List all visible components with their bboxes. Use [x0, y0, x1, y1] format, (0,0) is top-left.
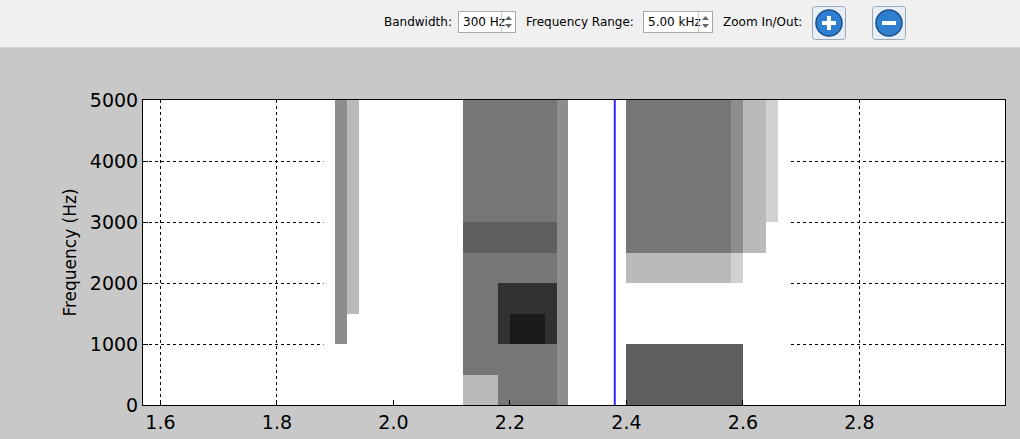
svg-text:1.6: 1.6	[145, 411, 175, 433]
svg-text:2.6: 2.6	[728, 411, 758, 433]
svg-text:3000: 3000	[90, 211, 138, 233]
svg-text:4000: 4000	[90, 150, 138, 172]
html-text:5.00 kHz: 5.00 kHz	[648, 15, 701, 29]
svg-text:2.4: 2.4	[611, 411, 641, 433]
svg-text:5000: 5000	[90, 89, 138, 111]
svg-text:Frequency (Hz): Frequency (Hz)	[60, 188, 80, 316]
html-text:Frequency Range:: Frequency Range:	[526, 15, 634, 29]
svg-text:2.8: 2.8	[844, 411, 874, 433]
svg-text:2.0: 2.0	[378, 411, 408, 433]
html-text:Bandwidth:: Bandwidth:	[384, 15, 452, 29]
svg-text:1.8: 1.8	[262, 411, 292, 433]
svg-text:2000: 2000	[90, 272, 138, 294]
svg-text:2.2: 2.2	[495, 411, 525, 433]
html-text:300 Hz: 300 Hz	[463, 15, 505, 29]
svg-text:0: 0	[126, 394, 138, 416]
html-text:Zoom In/Out:: Zoom In/Out:	[723, 15, 803, 29]
svg-text:1000: 1000	[90, 333, 138, 355]
